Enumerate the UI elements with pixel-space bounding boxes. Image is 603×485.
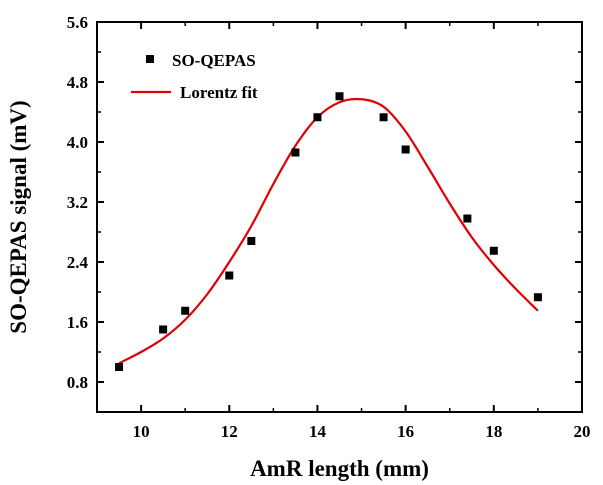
y-tick-label: 4.8 [67, 73, 88, 92]
x-tick-label: 12 [221, 422, 238, 441]
data-point [401, 145, 410, 154]
y-tick-label: 2.4 [67, 253, 89, 272]
data-point [335, 92, 344, 101]
legend-marker-so-qepas [146, 55, 154, 63]
legend: SO-QEPAS Lorentz fit [131, 51, 258, 102]
x-tick-label: 16 [397, 422, 414, 441]
x-axis-title: AmR length (mm) [250, 456, 429, 481]
data-point [247, 237, 256, 245]
data-point [313, 113, 322, 122]
data-point [159, 325, 168, 334]
data-point [291, 148, 300, 157]
y-tick-label: 3.2 [67, 193, 88, 212]
fit-line [118, 97, 539, 365]
x-tick-label: 14 [309, 422, 327, 441]
x-tick-label: 10 [133, 422, 150, 441]
data-point [181, 306, 190, 315]
y-axis: 0.8 1.6 2.4 3.2 4.0 4.8 5.6 [67, 13, 582, 413]
data-point [225, 271, 234, 280]
series-lorentz-fit [118, 97, 539, 365]
plot-area [96, 21, 583, 413]
y-tick-label: 4.0 [67, 133, 88, 152]
plot-frame [96, 21, 583, 413]
data-point [463, 214, 472, 223]
x-tick-label: 18 [485, 422, 502, 441]
y-axis-title: SO-QEPAS signal (mV) [6, 100, 31, 333]
data-point [379, 113, 388, 122]
x-tick-label: 20 [574, 422, 591, 441]
data-point [115, 363, 124, 371]
legend-label-so-qepas: SO-QEPAS [172, 51, 256, 70]
data-point [533, 293, 542, 302]
y-tick-label: 1.6 [67, 313, 88, 332]
x-axis: 10 12 14 16 18 20 [96, 22, 591, 441]
y-tick-label: 5.6 [67, 13, 88, 32]
y-tick-label: 0.8 [67, 373, 88, 392]
legend-label-lorentz-fit: Lorentz fit [180, 83, 258, 102]
data-point [489, 246, 498, 255]
series-so-qepas [115, 92, 542, 371]
